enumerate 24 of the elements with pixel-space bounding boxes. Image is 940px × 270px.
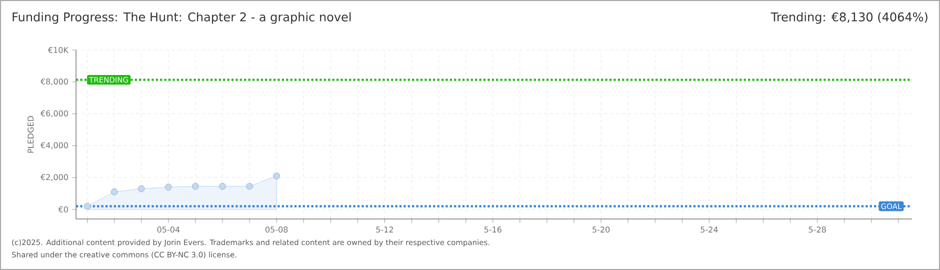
point <box>84 202 91 210</box>
point <box>110 188 118 196</box>
x-tick-label: 05-08 <box>265 226 288 233</box>
point <box>165 184 172 190</box>
point <box>219 182 226 190</box>
x-tick-label: 5-28 <box>808 226 826 233</box>
y-tick-label: €8,000 <box>40 78 68 86</box>
y-tick-label: €2,000 <box>40 174 68 181</box>
x-tick-label: 5-16 <box>484 226 502 233</box>
point <box>138 185 145 192</box>
x-tick-label: 5-20 <box>592 226 610 233</box>
y-tick-label: €10K <box>48 46 69 54</box>
y-axis-title: PLEDGED <box>28 116 34 153</box>
y-tick-label: €6,000 <box>40 110 68 118</box>
point <box>192 182 199 190</box>
y-tick-label: €0 <box>58 206 68 212</box>
y-tick-label: €4,000 <box>40 142 68 150</box>
x-tick-label: 05-04 <box>157 226 180 233</box>
point <box>246 182 253 190</box>
x-tick-label: 5-12 <box>376 226 393 233</box>
x-tick-label: 5-24 <box>700 226 718 233</box>
point <box>273 172 280 180</box>
chart-title: Funding Progress: The Hunt: Chapter 2 - a graphic novel <box>12 12 351 24</box>
chart-subtitle: Trending: €8,130 (4064%) <box>770 12 928 24</box>
